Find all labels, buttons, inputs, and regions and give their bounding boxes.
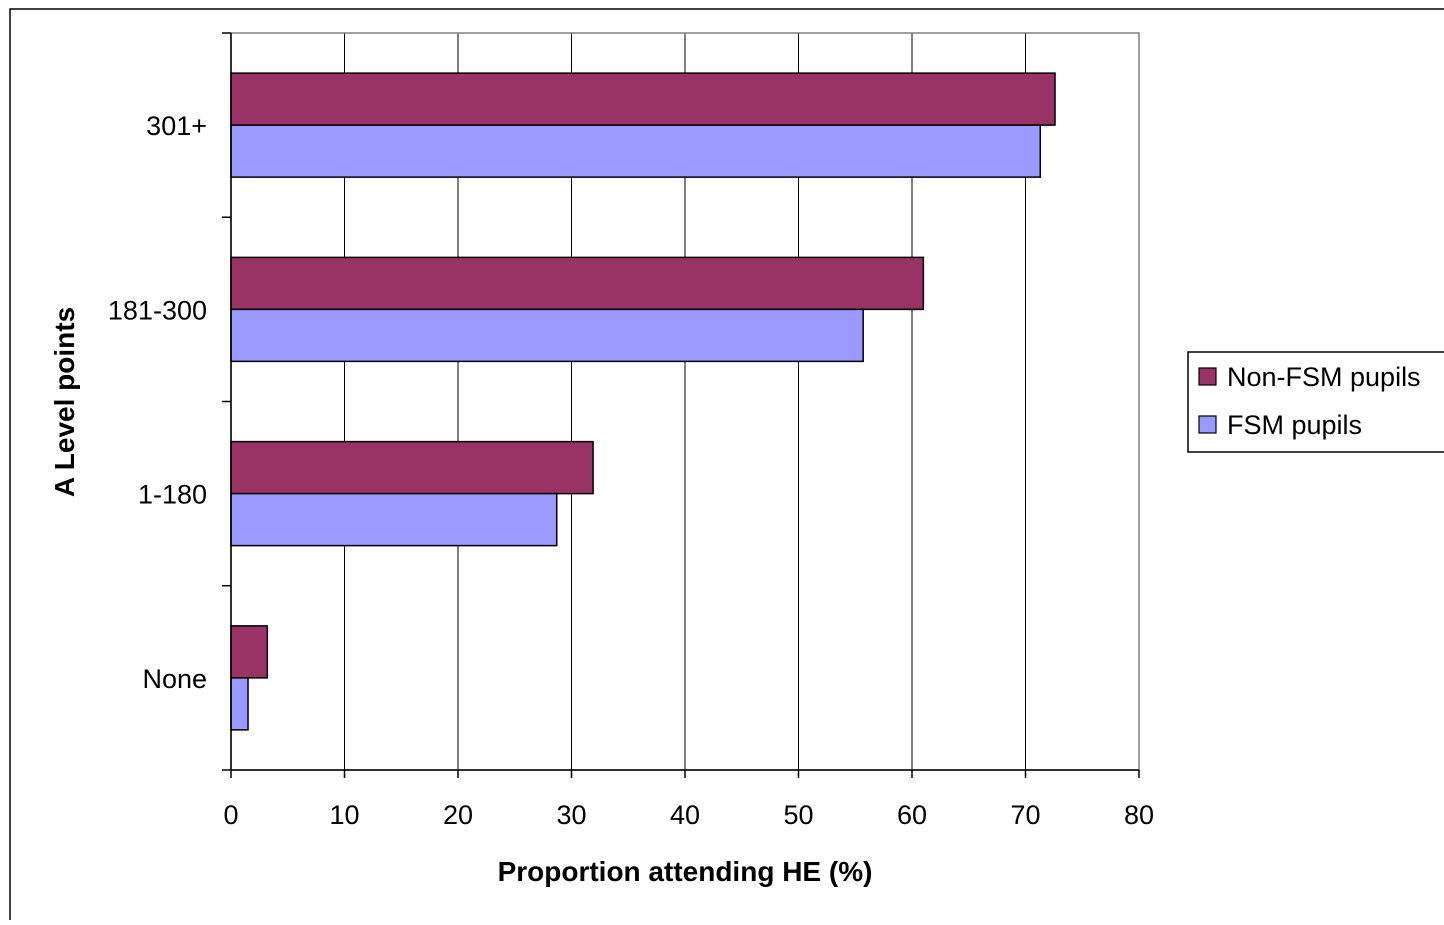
bar-non-fsm-3: [230, 625, 269, 679]
x-tick-label: 60: [897, 800, 927, 830]
bar-fsm-3: [230, 677, 249, 731]
x-tick-label: 30: [556, 800, 586, 830]
bar-non-fsm-1: [230, 256, 925, 311]
legend-box: [1187, 351, 1444, 453]
x-tick-label: 50: [783, 800, 813, 830]
legend: Non-FSM pupils FSM pupils: [1187, 351, 1444, 453]
y-tick-label: None: [142, 664, 207, 694]
x-tick-label: 40: [670, 800, 700, 830]
x-tick-label: 80: [1124, 800, 1154, 830]
tick-labels: 301+ 181-300 1-180 None 0 10 20 30 40 50 60 70 80: [108, 111, 1154, 830]
y-tick-label: 301+: [146, 111, 207, 141]
y-tick-label: 1-180: [138, 480, 207, 510]
x-tick-label: 0: [223, 800, 238, 830]
bar-fsm-1: [230, 308, 864, 363]
axes: [222, 32, 1140, 778]
bar-non-fsm-0: [230, 72, 1056, 126]
legend-label: Non-FSM pupils: [1227, 362, 1421, 392]
x-tick-label: 10: [329, 800, 359, 830]
legend-label: FSM pupils: [1227, 410, 1362, 440]
y-axis-title: A Level points: [49, 307, 80, 497]
x-tick-label: 70: [1010, 800, 1040, 830]
bar-fsm-2: [230, 492, 558, 547]
bar-fsm-0: [230, 124, 1042, 178]
x-tick-label: 20: [443, 800, 473, 830]
bars: [230, 72, 1056, 731]
x-axis-title: Proportion attending HE (%): [498, 856, 873, 887]
legend-swatch: [1198, 367, 1217, 386]
y-tick-label: 181-300: [108, 295, 207, 325]
legend-swatch: [1198, 415, 1217, 434]
bar-non-fsm-2: [230, 440, 594, 495]
